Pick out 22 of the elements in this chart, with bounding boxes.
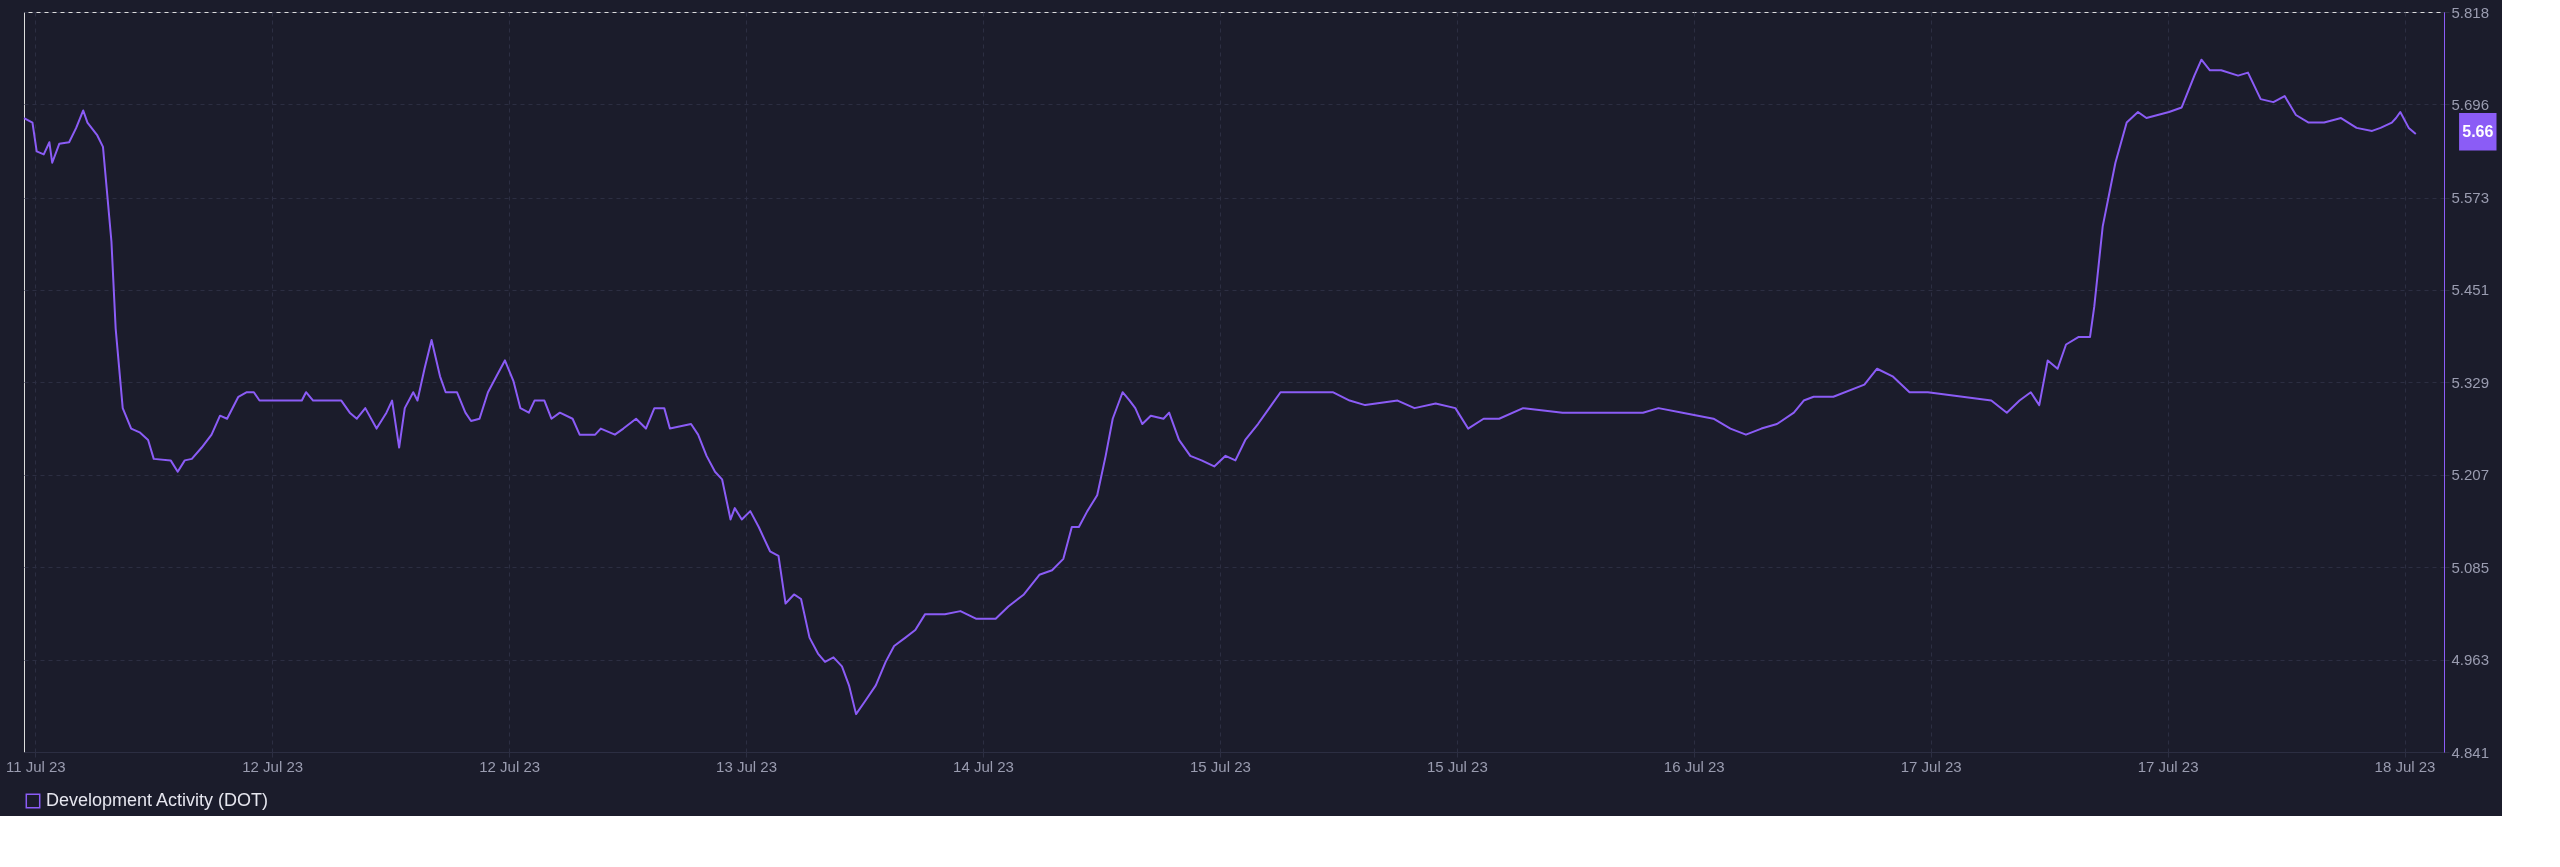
y-tick-label: 4.963 <box>2451 651 2490 669</box>
x-tick-label: 17 Jul 23 <box>1900 757 1962 775</box>
x-tick-label: 15 Jul 23 <box>1189 757 1251 775</box>
x-tick-label: 15 Jul 23 <box>1426 757 1488 775</box>
x-tick-label: 13 Jul 23 <box>716 757 777 775</box>
y-tick-label: 4.841 <box>2451 743 2490 761</box>
y-tick-label: 5.207 <box>2451 466 2490 484</box>
y-tick-label: 5.696 <box>2451 95 2490 113</box>
x-tick-label: 12 Jul 23 <box>242 757 304 775</box>
x-tick-label: 16 Jul 23 <box>1663 757 1725 775</box>
x-tick-label: 11 Jul 23 <box>5 757 66 775</box>
x-tick-label: 18 Jul 23 <box>2374 757 2436 775</box>
y-tick-label: 5.085 <box>2451 558 2490 576</box>
y-tick-label: 5.329 <box>2451 373 2490 391</box>
x-tick-label: 17 Jul 23 <box>2137 757 2199 775</box>
legend-label: Development Activity (DOT) <box>46 790 269 810</box>
y-tick-label: 5.818 <box>2451 3 2490 21</box>
x-tick-label: 14 Jul 23 <box>953 757 1014 775</box>
annotation: 5.66 <box>2462 122 2494 140</box>
y-tick-label: 5.451 <box>2451 281 2490 299</box>
y-tick-label: 5.573 <box>2451 189 2490 207</box>
x-tick-label: 12 Jul 23 <box>479 757 541 775</box>
